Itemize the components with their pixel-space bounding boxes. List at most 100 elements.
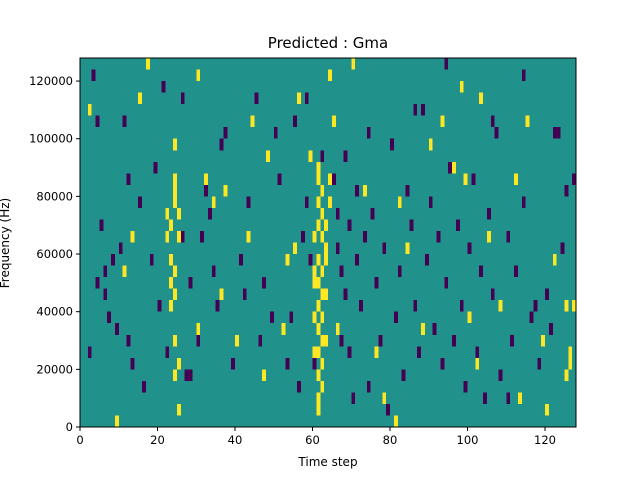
heatmap-cell xyxy=(428,138,433,151)
heatmap-cell xyxy=(312,357,317,370)
heatmap-cell xyxy=(250,115,255,128)
heatmap-cell xyxy=(169,254,174,266)
heatmap-cell xyxy=(351,392,356,404)
y-tick-label: 0 xyxy=(66,420,73,434)
heatmap-cell xyxy=(424,254,429,266)
heatmap-cell xyxy=(111,254,115,266)
heatmap-cell xyxy=(471,173,476,185)
heatmap-cell xyxy=(126,334,131,347)
heatmap-cell xyxy=(498,369,503,381)
heatmap-cell xyxy=(490,288,495,301)
x-tick-label: 20 xyxy=(150,433,165,447)
heatmap-cell xyxy=(312,230,317,243)
heatmap-cell xyxy=(328,69,332,82)
heatmap-cell xyxy=(533,300,538,312)
heatmap-cell xyxy=(486,230,491,243)
heatmap-cell xyxy=(153,161,158,174)
heatmap-cell xyxy=(514,265,518,278)
heatmap-cell xyxy=(316,161,321,174)
heatmap-cell xyxy=(87,104,92,116)
heatmap-cell xyxy=(409,219,414,231)
heatmap-cell xyxy=(188,277,193,289)
heatmap-cell xyxy=(467,242,472,255)
heatmap-cell xyxy=(242,288,247,301)
heatmap-cell xyxy=(246,230,251,243)
heatmap-cell xyxy=(506,230,511,243)
heatmap-cell xyxy=(312,346,317,358)
x-axis: 0 20 40 60 80 100 120 xyxy=(76,427,556,447)
heatmap-cell xyxy=(285,357,290,370)
heatmap-cell xyxy=(165,230,170,243)
heatmap-cell xyxy=(324,242,329,255)
heatmap-cell xyxy=(316,323,321,335)
heatmap-cell xyxy=(173,173,177,185)
heatmap-cell xyxy=(176,357,181,370)
heatmap-cell xyxy=(440,115,445,128)
heatmap-cell xyxy=(498,300,503,312)
heatmap-cell xyxy=(258,334,263,347)
heatmap-cell xyxy=(320,380,325,393)
heatmap-cell xyxy=(149,254,154,266)
heatmap-cell xyxy=(316,219,321,231)
heatmap-cell xyxy=(572,173,577,185)
heatmap-cell xyxy=(320,207,325,220)
heatmap-cell xyxy=(312,311,317,324)
heatmap-cell xyxy=(339,265,344,278)
heatmap-cell xyxy=(537,357,542,370)
heatmap-cell xyxy=(401,369,406,381)
heatmap-cell xyxy=(95,277,100,289)
heatmap-cell xyxy=(180,92,185,105)
heatmap-cell xyxy=(300,230,305,243)
x-tick-label: 120 xyxy=(534,433,556,447)
heatmap-cell xyxy=(490,115,495,128)
heatmap-cell xyxy=(316,277,321,289)
heatmap-cell xyxy=(370,207,375,220)
heatmap-cell xyxy=(130,230,135,243)
heatmap-cell xyxy=(173,138,177,151)
heatmap-cell xyxy=(459,81,464,93)
heatmap-cell xyxy=(413,104,418,116)
heatmap-cell xyxy=(452,161,456,174)
heatmap-cell xyxy=(211,265,216,278)
heatmap-cell xyxy=(328,196,332,208)
x-axis-label: Time step xyxy=(297,455,357,469)
heatmap-cell xyxy=(452,334,456,347)
heatmap-cell xyxy=(196,334,201,347)
plot-frame xyxy=(79,57,577,428)
cells-layer xyxy=(87,58,577,427)
heatmap-cell xyxy=(335,242,340,255)
heatmap-cell xyxy=(262,277,267,289)
heatmap-cell xyxy=(479,92,484,105)
x-tick-label: 60 xyxy=(305,433,320,447)
heatmap-cell xyxy=(312,277,317,289)
heatmap-cell xyxy=(238,254,243,266)
heatmap-cell xyxy=(448,161,453,174)
heatmap-cell xyxy=(331,115,336,128)
heatmap-cell xyxy=(262,369,267,381)
heatmap-cell xyxy=(254,92,259,105)
heatmap-cell xyxy=(316,254,321,266)
heatmap-cell xyxy=(428,196,433,208)
heatmap-cell xyxy=(176,403,181,416)
heatmap-cell xyxy=(525,115,530,128)
heatmap-cell xyxy=(145,58,150,70)
heatmap-cell xyxy=(316,369,321,381)
heatmap-cell xyxy=(165,346,170,358)
heatmap-cell xyxy=(246,196,251,208)
heatmap-cell xyxy=(320,230,325,243)
heatmap-cell xyxy=(114,415,119,427)
heatmap-cell xyxy=(173,288,177,301)
heatmap-cell xyxy=(335,207,340,220)
heatmap-cell xyxy=(347,219,352,231)
heatmap-cell xyxy=(475,357,480,370)
heatmap-cell xyxy=(421,323,425,335)
chart-title: Predicted : Gma xyxy=(268,34,388,52)
y-tick-label: 80000 xyxy=(36,189,73,203)
heatmap-cell xyxy=(343,150,348,162)
heatmap-cell xyxy=(572,300,577,312)
heatmap-cell xyxy=(176,230,181,243)
heatmap-cell xyxy=(405,242,410,255)
heatmap-cell xyxy=(304,92,309,105)
